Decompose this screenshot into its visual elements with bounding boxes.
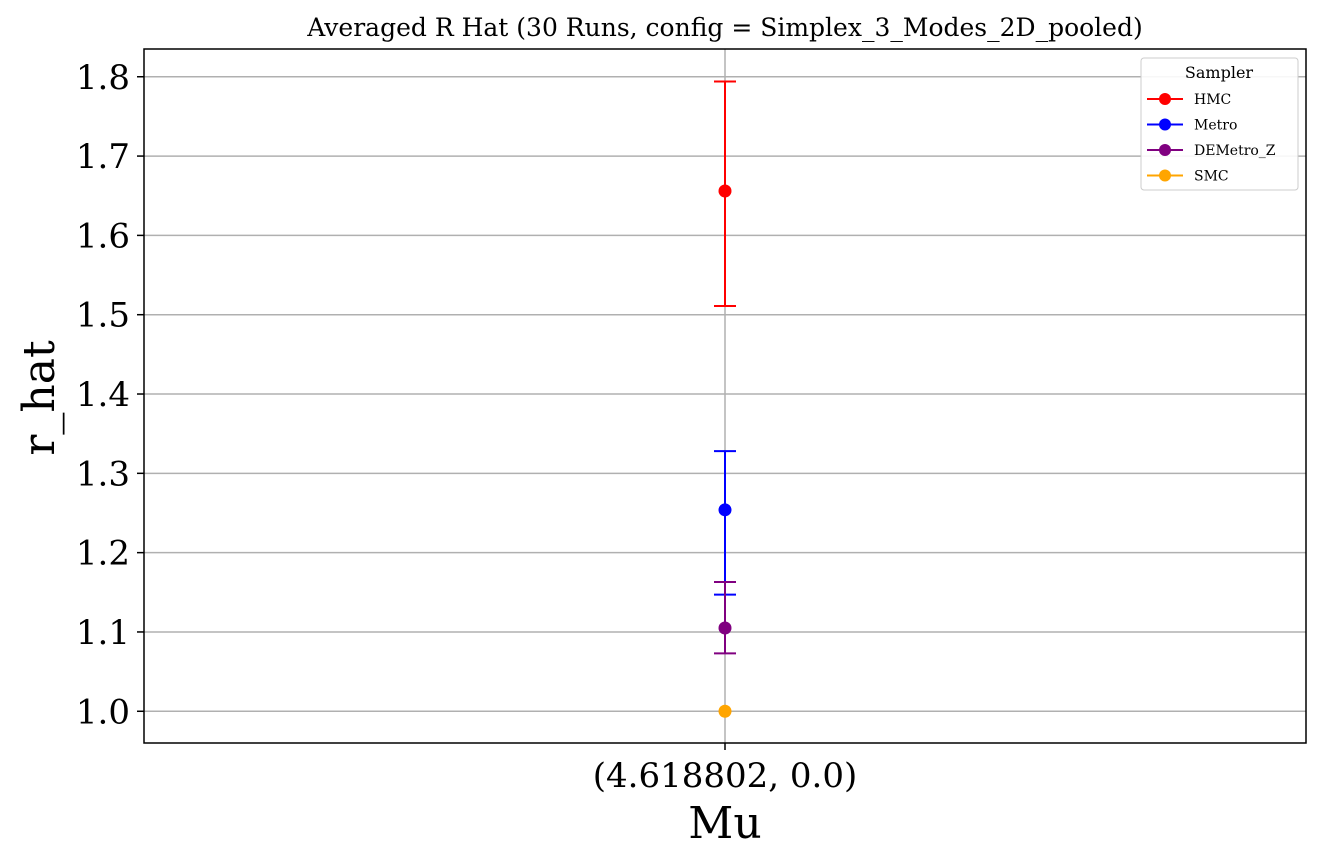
legend-label-smc: SMC [1194,169,1229,185]
y-axis-label: r_hat [14,340,65,456]
plot-frame [143,48,1307,744]
y-tick-label: 1.0 [76,692,130,732]
legend-marker-hmc [1159,93,1171,105]
chart-title: Averaged R Hat (30 Runs, config = Simple… [306,13,1142,42]
y-tick-label: 1.7 [76,137,130,177]
data-point-smc [718,704,732,718]
legend-label-demetro-z: DEMetro_Z [1194,143,1276,159]
data-point-hmc [718,184,732,198]
data-point-metro [718,503,732,517]
y-tick-label: 1.2 [76,534,130,574]
y-axis-ticks: 1.0 1.1 1.2 1.3 1.4 1.5 1.6 1.7 1.8 [76,58,144,732]
series-layer [714,80,736,718]
legend-marker-metro [1159,118,1171,131]
y-tick-label: 1.1 [76,613,130,653]
y-tick-label: 1.4 [76,375,130,415]
x-axis-ticks: (4.618802, 0.0) [593,743,857,796]
legend-marker-demetro-z [1159,144,1171,156]
y-tick-label: 1.5 [76,296,130,336]
y-tick-label: 1.8 [76,58,130,98]
legend-items: HMC Metro DEMetro_Z SMC [1147,92,1276,185]
x-axis-label: Mu [688,798,761,849]
legend: Sampler HMC Metro DEMetro_Z SMC [1140,57,1299,191]
y-tick-label: 1.3 [76,454,130,494]
legend-label-hmc: HMC [1194,92,1231,108]
legend-marker-smc [1159,169,1171,182]
legend-title: Sampler [1185,63,1254,82]
x-tick-label: (4.618802, 0.0) [593,756,857,796]
y-tick-label: 1.6 [76,216,130,256]
legend-label-metro: Metro [1194,118,1237,134]
data-point-demetro-z [718,621,732,635]
legend-box [1140,57,1299,191]
